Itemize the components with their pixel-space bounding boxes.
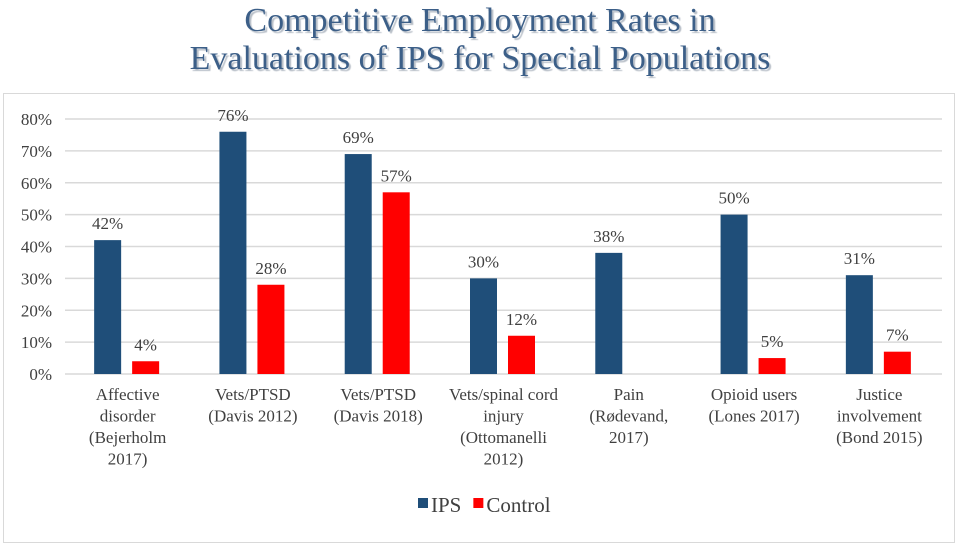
data-label: 38%	[593, 227, 624, 246]
x-tick-label: (Rødevand,	[589, 407, 668, 426]
x-tick-label: injury	[483, 407, 524, 426]
data-label: 12%	[506, 310, 537, 329]
bar-ips	[470, 278, 497, 374]
bar-ips	[344, 154, 372, 374]
y-tick-label: 20%	[21, 301, 52, 320]
legend-swatch-ips	[418, 498, 428, 508]
bar-ips	[219, 131, 247, 374]
data-label: 5%	[761, 332, 784, 351]
x-tick-label: Vets/spinal cord	[449, 385, 559, 404]
x-tick-label: (Lones 2017)	[709, 407, 800, 426]
data-label: 4%	[134, 335, 157, 354]
bar-control	[257, 284, 285, 374]
x-tick-label: disorder	[100, 407, 156, 426]
x-tick-label: 2012)	[484, 450, 524, 469]
data-label: 30%	[468, 252, 499, 271]
legend-swatch-control	[473, 498, 484, 508]
bar-control	[883, 351, 911, 374]
y-tick-label: 0%	[29, 365, 52, 384]
data-label: 50%	[718, 189, 749, 208]
legend-label: Control	[486, 493, 550, 517]
bar-control	[508, 335, 535, 374]
x-tick-label: (Davis 2018)	[334, 407, 423, 426]
x-tick-label: Pain	[614, 385, 645, 404]
y-tick-label: 60%	[21, 174, 52, 193]
bar-control	[132, 361, 160, 374]
x-tick-label: Vets/PTSD	[340, 385, 416, 404]
x-tick-label: 2017)	[609, 428, 649, 447]
y-tick-label: 10%	[21, 333, 52, 352]
data-label: 69%	[343, 128, 374, 147]
bar-ips	[845, 275, 873, 374]
x-tick-label: Affective	[96, 385, 160, 404]
x-tick-label: (Bejerholm	[89, 428, 166, 447]
slide-title: Competitive Employment Rates in Evaluati…	[0, 2, 960, 78]
y-tick-label: 50%	[21, 206, 52, 225]
y-tick-label: 70%	[21, 142, 52, 161]
x-tick-label: 2017)	[108, 450, 148, 469]
x-tick-label: Opioid users	[711, 385, 797, 404]
data-label: 57%	[381, 166, 412, 185]
bar-ips	[595, 252, 623, 374]
x-tick-label: Justice	[856, 385, 902, 404]
bar-control	[758, 358, 786, 374]
data-label: 76%	[217, 106, 248, 125]
x-tick-label: Vets/PTSD	[215, 385, 291, 404]
title-line-2: Evaluations of IPS for Special Populatio…	[189, 40, 771, 77]
x-tick-label: involvement	[837, 407, 922, 426]
y-tick-label: 30%	[21, 269, 52, 288]
data-label: 31%	[844, 249, 875, 268]
bar-ips	[720, 214, 748, 374]
x-tick-label: (Davis 2012)	[208, 407, 297, 426]
x-tick-label: (Ottomanelli	[460, 428, 547, 447]
bar-control	[382, 192, 410, 374]
data-label: 42%	[92, 214, 123, 233]
bar-ips	[94, 240, 122, 374]
data-label: 28%	[255, 259, 286, 278]
x-tick-label: (Bond 2015)	[836, 428, 922, 447]
data-label: 7%	[886, 326, 909, 345]
y-tick-label: 80%	[21, 110, 52, 129]
y-tick-label: 40%	[21, 238, 52, 257]
title-line-1: Competitive Employment Rates in	[244, 2, 716, 39]
legend-label: IPS	[431, 493, 461, 517]
